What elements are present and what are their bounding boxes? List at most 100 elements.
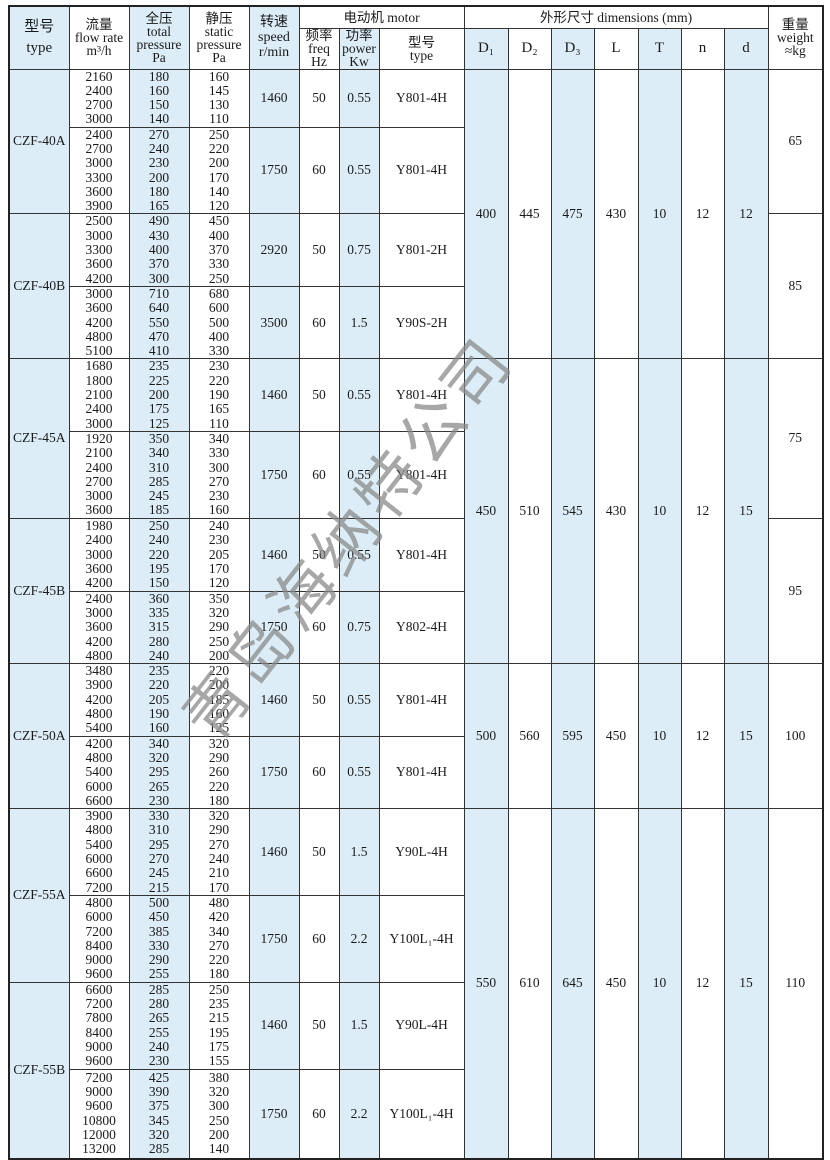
cell-value: 300 <box>148 270 170 286</box>
cell-value: 4200 <box>85 314 113 330</box>
motor-type-cell: Y801-4H <box>378 663 465 737</box>
cell-value: 6000 <box>85 909 113 925</box>
cell-value: 7200 <box>85 923 113 939</box>
power-cell: 2.2 <box>338 894 380 983</box>
cell-value: 225 <box>148 372 170 388</box>
cell-value: 9000 <box>85 1084 113 1100</box>
table-row: CZF-45A 1680 1800 2100 2400 3000 235 225 200 175 1… <box>8 358 824 665</box>
cell-value: 250 <box>148 517 170 533</box>
cell-value: 500 <box>208 314 230 330</box>
dimension-t: 10 <box>637 358 682 665</box>
flow-rate-cell: 2500 3000 3300 3600 4200 <box>68 213 130 287</box>
table-row: 4200 4800 5400 6000 6600 340 320 295 265 230 320 29… <box>9 735 823 810</box>
cell-value: 7800 <box>85 1010 113 1026</box>
cell-value: 370 <box>208 242 230 258</box>
cell-value: 3000 <box>85 111 113 127</box>
freq-cell: 50 <box>298 981 340 1070</box>
header-motor-type: 型号 type <box>378 27 465 70</box>
motor-type-cell: Y90S-2H <box>378 285 465 360</box>
total-pressure-cell: 500 450 385 330 290 255 <box>128 894 190 983</box>
cell-value: 335 <box>148 605 170 620</box>
dimension-d1: 500 <box>463 663 509 810</box>
freq-cell: 60 <box>298 430 340 519</box>
freq-cell: 60 <box>298 735 340 810</box>
dimension-d2: 560 <box>507 663 552 810</box>
cell-value: 500 <box>148 894 170 910</box>
header-power: 功率 power Kw <box>338 27 380 70</box>
cell-value: 2700 <box>85 140 113 156</box>
cell-value: 600 <box>208 300 230 316</box>
cell-value: 190 <box>148 706 170 722</box>
total-pressure-cell: 285 280 265 255 240 230 <box>128 981 190 1070</box>
motor-type-cell: Y90L-4H <box>378 808 465 896</box>
dimension-t: 10 <box>637 68 682 360</box>
cell-value: 5400 <box>85 764 113 780</box>
power-cell: 2.2 <box>338 1068 380 1160</box>
total-pressure-cell: 490 430 400 370 300 <box>128 213 190 287</box>
power-cell: 0.55 <box>338 68 380 128</box>
flow-rate-cell: 2160 2400 2700 3000 <box>68 68 130 128</box>
static-pressure-cell: 240 230 205 170 120 <box>188 517 250 592</box>
cell-value: 3600 <box>85 502 113 518</box>
cell-value: 170 <box>208 560 230 576</box>
flow-rate-cell: 1680 1800 2100 2400 3000 <box>68 358 130 432</box>
total-pressure-cell: 250 240 220 195 150 <box>128 517 190 592</box>
model-type: CZF-40A <box>8 68 70 215</box>
header-l: L <box>593 27 639 70</box>
cell-value: 180 <box>208 792 230 808</box>
motor-type-cell: Y801-4H <box>378 517 465 592</box>
total-pressure-cell: 350 340 310 285 245 185 <box>128 430 190 519</box>
cell-value: 9600 <box>85 1098 113 1114</box>
total-pressure-cell: 235 220 205 190 160 <box>128 663 190 737</box>
flow-rate-cell: 3000 3600 4200 4800 5100 <box>68 285 130 360</box>
cell-value: 710 <box>148 285 170 301</box>
freq-cell: 60 <box>298 894 340 983</box>
cell-value: 2400 <box>85 459 113 475</box>
cell-value: 1980 <box>85 517 113 533</box>
table-row: 2400 2700 3000 3300 3600 3900 270 240 230 200 180 1… <box>9 126 823 215</box>
cell-value: 290 <box>208 619 230 635</box>
cell-value: 160 <box>208 502 230 518</box>
speed-cell: 1460 <box>248 981 300 1070</box>
cell-value: 250 <box>208 1112 230 1128</box>
dimension-d: 15 <box>723 358 769 665</box>
table-row: CZF-40B 2500 3000 3300 3600 4200 490 430 400 370 3… <box>8 213 824 360</box>
cell-value: 9000 <box>85 952 113 968</box>
table-header: 型号 type 流量 flow rate m³/h 全压 total pressure Pa… <box>8 5 824 70</box>
cell-value: 165 <box>208 401 230 417</box>
flow-rate-cell: 1920 2100 2400 2700 3000 3600 <box>68 430 130 519</box>
static-pressure-cell: 450 400 370 330 250 <box>188 213 250 287</box>
flow-rate-cell: 4200 4800 5400 6000 6600 <box>68 735 130 810</box>
cell-value: 550 <box>148 314 170 330</box>
cell-value: 330 <box>208 343 230 359</box>
table-row: CZF-55A 3900 4800 5400 6000 6600 7200 330 310 295… <box>8 808 824 1160</box>
dimension-d1: 450 <box>463 358 509 665</box>
cell-value: 290 <box>148 952 170 968</box>
cell-value: 220 <box>208 372 230 388</box>
cell-value: 270 <box>208 473 230 489</box>
static-pressure-cell: 250 235 215 195 175 155 <box>188 981 250 1070</box>
speed-cell: 1750 <box>248 735 300 810</box>
cell-value: 155 <box>208 1053 230 1069</box>
header-d3: D₃ <box>550 27 595 70</box>
table-row: 4800 6000 7200 8400 9000 9600 500 450 385 330 290 2… <box>9 894 823 983</box>
motor-type-cell: Y801-4H <box>378 126 465 215</box>
flow-rate-cell: 1980 2400 3000 3600 4200 <box>68 517 130 592</box>
cell-value: 640 <box>148 300 170 316</box>
dimension-d1: 550 <box>463 808 509 1160</box>
motor-type-cell: Y90L-4H <box>378 981 465 1070</box>
cell-value: 320 <box>208 1084 230 1100</box>
cell-value: 3900 <box>85 808 113 824</box>
freq-cell: 50 <box>298 68 340 128</box>
cell-value: 6000 <box>85 851 113 867</box>
cell-value: 10800 <box>82 1112 116 1128</box>
cell-value: 295 <box>148 764 170 780</box>
dimension-t: 10 <box>637 663 682 810</box>
cell-value: 310 <box>148 822 170 838</box>
cell-value: 255 <box>148 1024 170 1040</box>
header-flow: 流量 flow rate m³/h <box>68 5 130 70</box>
cell-value: 175 <box>208 1038 230 1054</box>
cell-value: 1920 <box>85 430 113 446</box>
motor-type-cell: Y802-4H <box>378 590 465 665</box>
power-cell: 0.55 <box>338 126 380 215</box>
